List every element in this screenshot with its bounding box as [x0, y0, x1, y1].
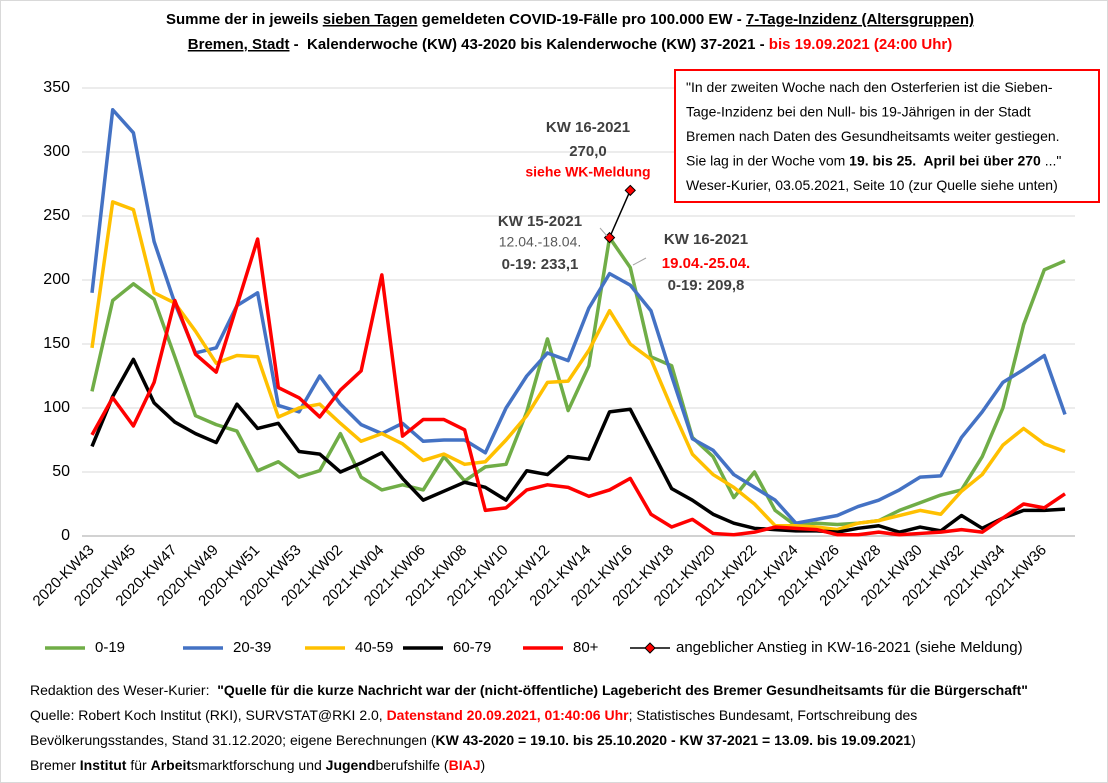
leader [632, 257, 647, 266]
annotation: 0-19: 233,1 [502, 256, 579, 273]
text-run: Redaktion des Weser-Kurier: [30, 682, 217, 698]
annotation: 19.04.-25.04. [662, 255, 750, 272]
quote_lines-line: "In der zweiten Woche nach den Osterferi… [686, 79, 1053, 95]
text-run: - Kalenderwoche (KW) 43-2020 bis Kalende… [289, 36, 768, 53]
y-tick-label: 50 [52, 463, 70, 480]
text-run: "In der zweiten Woche nach den Osterferi… [686, 79, 1053, 95]
text-run: Institut [80, 757, 127, 773]
y-tick-label: 300 [43, 143, 70, 160]
text-run: 19. bis 25. April bei über 270 [849, 152, 1041, 168]
text-run: Sie lag in der Woche vom [686, 152, 849, 168]
quote_lines-line: Sie lag in der Woche vom 19. bis 25. Apr… [686, 152, 1061, 168]
annotation: KW 15-2021 [498, 213, 582, 230]
legend-label: 0-19 [95, 639, 125, 656]
text-run: Datenstand 20.09.2021, 01:40:06 Uhr [387, 707, 630, 723]
y-tick-label: 350 [43, 79, 70, 96]
annotation: KW 16-2021 [664, 231, 748, 248]
text-run: KW 43-2020 = 19.10. bis 25.10.2020 - KW … [436, 732, 912, 748]
text-run: 7-Tage-Inzidenz (Altersgruppen) [746, 11, 974, 28]
quote_lines-line: Tage-Inzidenz bei den Null- bis 19-Jähri… [686, 103, 1031, 119]
series-line [90, 200, 1066, 532]
series-line [90, 357, 1066, 534]
text-run: ; Statistisches Bundesamt, Fortschreibun… [629, 707, 918, 723]
y-tick-label: 0 [61, 527, 70, 544]
series-line [90, 108, 1067, 525]
footer_lines-line: Bremer Institut für Arbeitsmarktforschun… [30, 757, 485, 773]
text-run: Bevölkerungsstandes, Stand 31.12.2020; e… [30, 732, 436, 748]
legend-marker [644, 642, 656, 654]
y-tick-label: 200 [43, 271, 70, 288]
leader [599, 227, 608, 237]
footer_lines-line: Redaktion des Weser-Kurier: "Quelle für … [30, 682, 1028, 698]
annotation: 12.04.-18.04. [499, 234, 582, 250]
quote-box [674, 69, 1100, 203]
series-line [90, 235, 1066, 528]
y-tick-label: 150 [43, 335, 70, 352]
text-run: Weser-Kurier, 03.05.2021, Seite 10 (zur … [686, 177, 1058, 193]
text-run: "Quelle für die kurze Nachricht war der … [217, 682, 1028, 698]
legend-label: 20-39 [233, 639, 271, 656]
text-run: ..." [1041, 152, 1062, 168]
text-run: Jugend [326, 757, 376, 773]
text-run: Summe der in jeweils [166, 11, 323, 28]
text-run: Bremen, Stadt [188, 36, 290, 53]
text-run: ) [481, 757, 486, 773]
plot [90, 108, 1067, 537]
annotation: KW 16-2021 [546, 119, 630, 136]
footer_lines-line: Quelle: Robert Koch Institut (RKI), SURV… [30, 707, 917, 723]
text-run: smarktforschung und [191, 757, 326, 773]
legend: 0-19 20-39 40-59 60-79 80+ angeblicher Anstie… [45, 639, 1023, 656]
legend-label: angeblicher Anstieg in KW-16-2021 (siehe… [676, 639, 1023, 656]
legend-label: 80+ [573, 639, 599, 656]
series-line [90, 237, 1066, 537]
text-run: sieben Tagen [323, 11, 418, 28]
y-tick-label: 250 [43, 207, 70, 224]
series-line [608, 190, 631, 238]
text-run: Arbeit [151, 757, 192, 773]
text-run: für [126, 757, 150, 773]
text-run: Bremen nach Daten des Gesundheitsamts we… [686, 128, 1060, 144]
title_lines-line: Summe der in jeweils sieben Tagen gemeld… [166, 11, 974, 28]
text-run: BIAJ [449, 757, 481, 773]
quote_lines-line: Weser-Kurier, 03.05.2021, Seite 10 (zur … [686, 177, 1058, 193]
text-run: gemeldeten COVID-19-Fälle pro 100.000 EW… [417, 11, 745, 28]
title_lines-line: Bremen, Stadt - Kalenderwoche (KW) 43-20… [188, 36, 952, 53]
annotation: 270,0 [569, 143, 607, 160]
annotation: siehe WK-Meldung [525, 164, 650, 180]
text-run: Quelle: Robert Koch Institut (RKI), SURV… [30, 707, 387, 723]
legend-label: 40-59 [355, 639, 393, 656]
text-run: bis 19.09.2021 (24:00 Uhr) [769, 36, 952, 53]
quote_lines-line: Bremen nach Daten des Gesundheitsamts we… [686, 128, 1060, 144]
text-run: Bremer [30, 757, 80, 773]
marker [624, 184, 636, 197]
legend-label: 60-79 [453, 639, 491, 656]
text-run: ) [911, 732, 916, 748]
footer_lines-line: Bevölkerungsstandes, Stand 31.12.2020; e… [30, 732, 916, 748]
y-tick-label: 100 [43, 399, 70, 416]
text-run: Tage-Inzidenz bei den Null- bis 19-Jähri… [686, 103, 1031, 119]
texts: Summe der in jeweils sieben Tagen gemeld… [30, 11, 1061, 773]
text-run: berufshilfe ( [375, 757, 448, 773]
annotation: 0-19: 209,8 [668, 277, 745, 294]
marker [603, 231, 616, 244]
